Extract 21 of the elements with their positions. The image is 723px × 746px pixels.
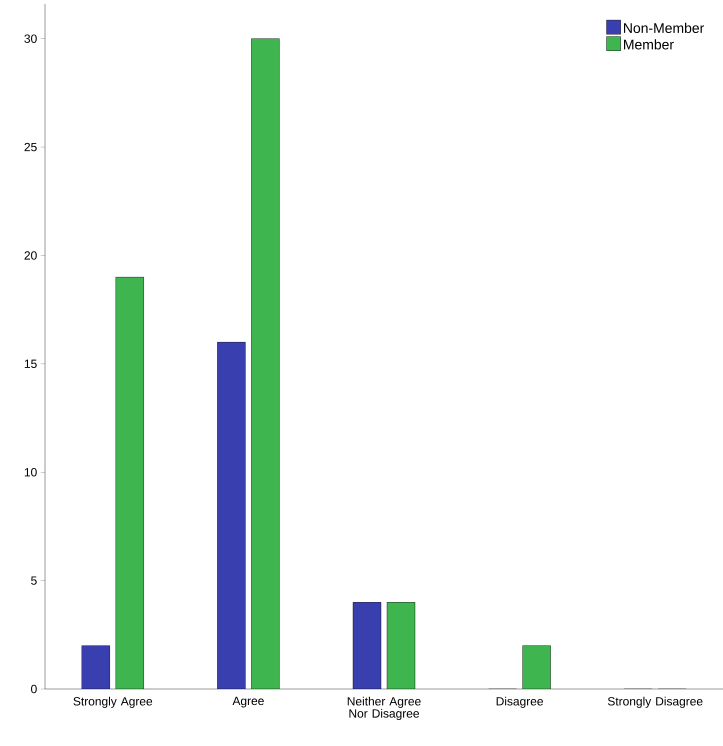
bar — [522, 646, 551, 689]
bar — [116, 277, 144, 689]
y-tick-label: 30 — [24, 34, 37, 43]
y-tick-label: 5 — [31, 576, 37, 585]
x-tick-label: Strongly Agree — [73, 696, 152, 708]
legend-label: Non-Member — [624, 22, 704, 34]
bar — [82, 646, 110, 689]
y-tick-label: 25 — [24, 142, 37, 152]
x-tick-label: Disagree — [496, 696, 543, 708]
x-tick-label: Agree — [232, 696, 264, 708]
x-tick-label: Strongly Disagree — [608, 696, 702, 708]
y-tick-label: 10 — [24, 468, 37, 476]
y-tick-label: 20 — [24, 251, 37, 260]
bar — [251, 38, 280, 689]
bar — [387, 602, 416, 689]
legend-label: Member — [624, 39, 674, 50]
bar — [353, 602, 382, 689]
y-tick-label: 15 — [24, 360, 37, 368]
y-tick-label: 0 — [31, 684, 37, 694]
x-tick-label: Neither Agree Nor Disagree — [348, 696, 421, 720]
bar — [217, 342, 246, 689]
